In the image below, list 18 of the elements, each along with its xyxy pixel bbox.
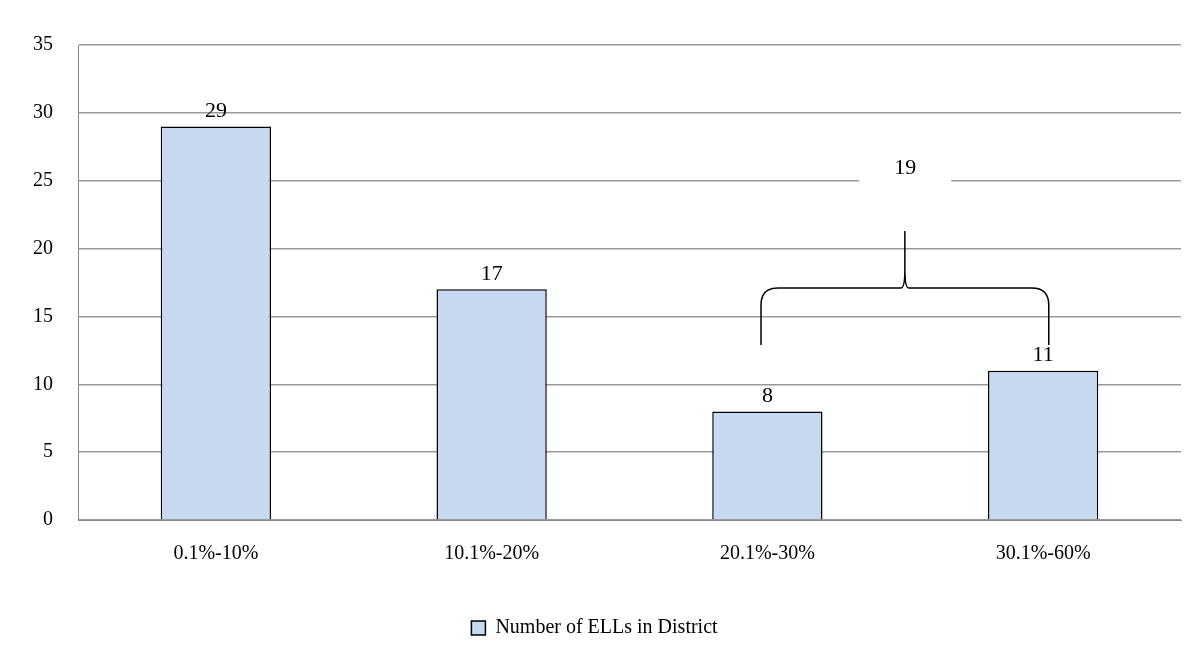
data-label: 29 [204,97,227,123]
data-label: 17 [480,260,503,286]
data-label: 11 [1032,341,1054,367]
y-tick-label: 25 [33,167,53,190]
y-tick-label: 10 [33,371,53,394]
data-label: 8 [761,382,773,408]
y-tick-label: 20 [33,235,53,258]
x-tick-label: 30.1%-60% [995,541,1091,564]
y-tick-label: 30 [33,100,53,123]
y-tick-label: 35 [33,32,53,55]
y-tick-label: 15 [33,303,53,326]
legend-label: Number of ELLs in District [495,615,719,638]
y-tick-label: 5 [43,439,53,462]
x-tick-label: 0.1%-10% [173,541,259,564]
annotation: 19 [894,154,917,180]
x-tick-label: 10.1%-20% [444,541,540,564]
y-tick-label: 0 [43,507,53,530]
x-tick-label: 20.1%-30% [719,541,815,564]
